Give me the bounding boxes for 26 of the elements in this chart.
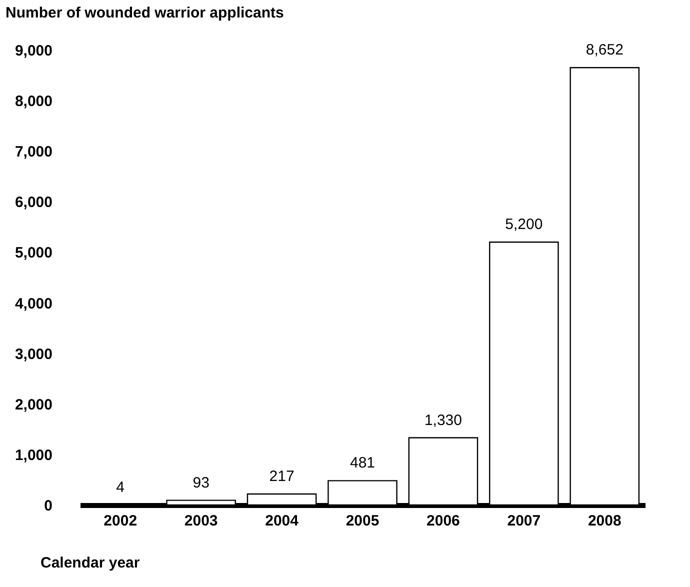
y-tick-label: 2,000 <box>14 396 52 414</box>
data-label: 5,200 <box>505 216 543 234</box>
y-tick-label: 6,000 <box>14 194 52 212</box>
data-label: 1,330 <box>424 412 462 429</box>
x-tick-label: 2005 <box>346 512 380 530</box>
data-label: 8,652 <box>586 42 624 59</box>
y-tick-label: 9,000 <box>14 42 52 60</box>
x-tick-label: 2008 <box>588 512 622 530</box>
y-tick-label: 3,000 <box>14 346 52 363</box>
x-tick-label: 2003 <box>184 512 218 530</box>
x-axis-title: Calendar year <box>40 554 140 572</box>
y-tick-label: 5,000 <box>14 244 52 262</box>
y-tick-label: 0 <box>44 498 52 514</box>
x-tick-label: 2006 <box>426 512 460 530</box>
x-tick-label: 2007 <box>507 512 541 530</box>
data-label: 217 <box>269 468 294 486</box>
x-tick-label: 2002 <box>104 512 138 530</box>
data-label: 93 <box>192 474 210 492</box>
x-tick-label: 2004 <box>265 512 300 530</box>
y-tick-label: 4,000 <box>14 295 52 312</box>
data-label: 481 <box>350 454 376 472</box>
y-tick-label: 7,000 <box>14 144 52 161</box>
y-tick-label: 8,000 <box>14 93 52 110</box>
y-axis-title: Number of wounded warrior applicants <box>6 4 284 22</box>
data-label: 4 <box>116 478 125 496</box>
y-tick-label: 1,000 <box>14 446 52 464</box>
